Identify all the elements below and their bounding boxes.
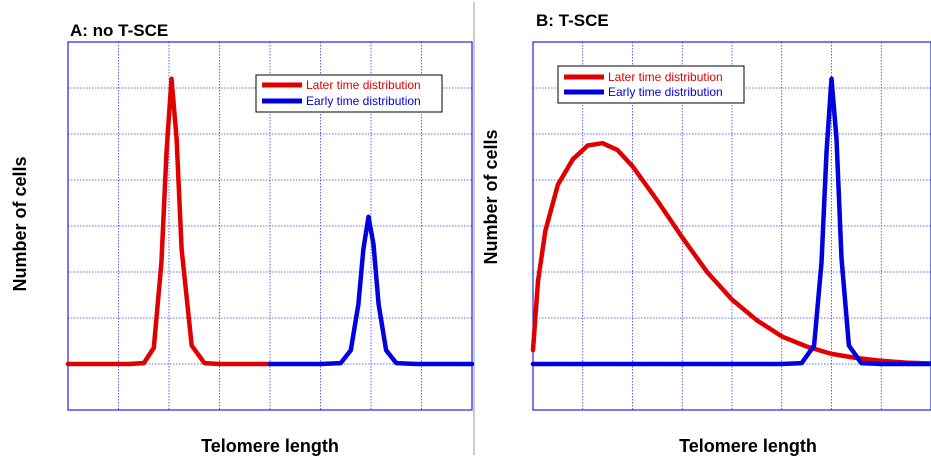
panel-b-ylabel: Number of cells <box>481 129 501 264</box>
panel-a-legend-box <box>255 74 443 113</box>
panel-a-title: A: no T-SCE <box>70 21 168 40</box>
panel-b-title: B: T-SCE <box>536 11 609 30</box>
panel-b-xlabel: Telomere length <box>679 436 817 456</box>
panel-b-series-early-line <box>530 76 931 367</box>
panel-a-legend: Later time distribution Early time distr… <box>255 74 443 113</box>
panel-a-legend-label-early: Early time distribution <box>306 94 421 108</box>
panel-b-legend-label-early: Early time distribution <box>608 85 723 99</box>
panel-a-axes-frame <box>67 41 473 411</box>
panel-b: B: T-SCE Telomere length Number of cells… <box>481 11 931 456</box>
panel-a-ylabel: Number of cells <box>10 156 30 291</box>
panel-b-legend: Later time distribution Early time distr… <box>557 65 745 104</box>
panel-b-axes-frame <box>532 41 931 411</box>
panel-a: A: no T-SCE Telomere length Number of ce… <box>10 21 475 456</box>
panel-a-xlabel: Telomere length <box>201 436 339 456</box>
panel-b-series-later-line <box>530 140 931 366</box>
panel-a-series-later-line <box>65 76 273 367</box>
panel-b-legend-box <box>557 65 745 104</box>
panel-b-legend-label-later: Later time distribution <box>608 70 723 84</box>
panel-a-series-early-line <box>267 214 475 367</box>
panel-a-legend-label-later: Later time distribution <box>306 78 421 92</box>
